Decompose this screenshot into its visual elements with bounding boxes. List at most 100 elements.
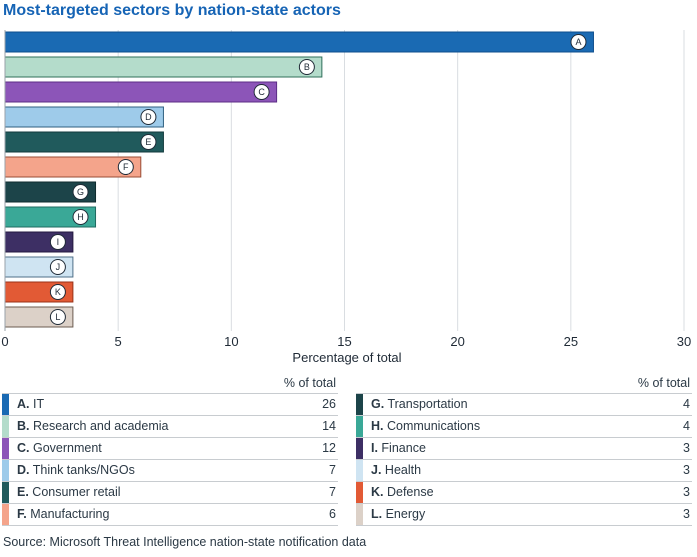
legend-swatch <box>2 416 9 437</box>
bar-marker-label: K <box>55 287 61 297</box>
legend-label: B. Research and academia <box>17 416 168 437</box>
legend-value: 7 <box>329 463 336 477</box>
legend-value: 12 <box>322 441 336 455</box>
bar-marker-label: E <box>145 137 151 147</box>
legend-label: L. Energy <box>371 504 425 525</box>
legend-letter: F. <box>17 507 27 521</box>
legend-row-e: E. Consumer retail 7 <box>2 481 338 503</box>
bar-marker-circle <box>140 134 157 150</box>
legend-header: % of total <box>283 376 336 390</box>
bar-c <box>4 81 278 103</box>
legend-sector-name: Energy <box>382 507 426 521</box>
bar-marker-label: J <box>56 262 61 272</box>
legend-swatch <box>356 416 363 437</box>
legend-sector-name: Think tanks/NGOs <box>29 463 135 477</box>
legend-header: % of total <box>637 376 690 390</box>
legend-swatch <box>356 460 363 481</box>
legend-row-a: A. IT 26 <box>2 393 338 415</box>
chart-title: Most-targeted sectors by nation-state ac… <box>3 2 341 19</box>
legend-sector-name: Finance <box>377 441 426 455</box>
legend-letter: C. <box>17 441 30 455</box>
legend-right-column: % of total G. Transportation 4 H. Communic… <box>356 373 692 526</box>
legend-label: H. Communications <box>371 416 480 437</box>
bar-marker-circle <box>49 309 66 325</box>
legend-sector-name: Communications <box>383 419 481 433</box>
legend-swatch <box>2 460 9 481</box>
legend-swatch <box>356 504 363 525</box>
legend-label: F. Manufacturing <box>17 504 109 525</box>
legend-swatch <box>356 482 363 503</box>
legend-label: K. Defense <box>371 482 434 503</box>
legend-letter: G. <box>371 397 385 411</box>
bar-marker-circle <box>49 234 66 250</box>
legend-letter: L. <box>371 507 383 521</box>
legend-row-d: D. Think tanks/NGOs 7 <box>2 459 338 481</box>
legend-row-c: C. Government 12 <box>2 437 338 459</box>
bar-marker-label: G <box>77 187 84 197</box>
legend-swatch <box>2 438 9 459</box>
bar-marker-label: D <box>145 112 152 122</box>
legend-label: G. Transportation <box>371 394 468 415</box>
legend-value: 4 <box>683 419 690 433</box>
legend-value: 14 <box>322 419 336 433</box>
legend-label: E. Consumer retail <box>17 482 121 503</box>
legend-label: J. Health <box>371 460 421 481</box>
bar-marker-label: H <box>77 212 84 222</box>
legend-swatch <box>2 394 9 415</box>
legend-letter: J. <box>371 463 382 477</box>
legend-value: 3 <box>683 507 690 521</box>
legend-row-l: L. Energy 3 <box>356 503 692 526</box>
legend-sector-name: Defense <box>383 485 434 499</box>
legend-swatch <box>356 394 363 415</box>
legend-label: I. Finance <box>371 438 426 459</box>
legend-row-k: K. Defense 3 <box>356 481 692 503</box>
legend-value: 3 <box>683 485 690 499</box>
x-tick-label: 10 <box>224 334 238 349</box>
legend-letter: E. <box>17 485 29 499</box>
legend-value: 6 <box>329 507 336 521</box>
legend-value: 7 <box>329 485 336 499</box>
legend-row-h: H. Communications 4 <box>356 415 692 437</box>
x-tick-label: 15 <box>337 334 351 349</box>
legend-sector-name: Transportation <box>384 397 468 411</box>
bar-b <box>4 56 323 78</box>
bar-chart: 0 5 10 15 20 25 30 A B C D E F G H I J K L Percentage of to… <box>1 30 691 365</box>
bar-marker-label: F <box>123 162 129 172</box>
bar-marker-circle <box>298 59 315 75</box>
legend-label: A. IT <box>17 394 44 415</box>
legend-row-b: B. Research and academia 14 <box>2 415 338 437</box>
bar-marker-circle <box>49 284 66 300</box>
legend-letter: K. <box>371 485 384 499</box>
bar-marker-circle <box>72 209 89 225</box>
legend-letter: D. <box>17 463 30 477</box>
bar-marker-circle <box>117 159 134 175</box>
x-tick-label: 0 <box>1 334 8 349</box>
bar-e <box>4 131 164 153</box>
legend-value: 26 <box>322 397 336 411</box>
bar-marker-label: A <box>575 37 581 47</box>
bar-marker-circle <box>140 109 157 125</box>
legend-row-f: F. Manufacturing 6 <box>2 503 338 526</box>
legend-row-g: G. Transportation 4 <box>356 393 692 415</box>
x-tick-label: 20 <box>450 334 464 349</box>
legend-row-i: I. Finance 3 <box>356 437 692 459</box>
legend-row-j: J. Health 3 <box>356 459 692 481</box>
legend-sector-name: Consumer retail <box>28 485 121 499</box>
legend-value: 3 <box>683 441 690 455</box>
bar-marker-label: L <box>55 312 60 322</box>
legend-swatch <box>2 504 9 525</box>
x-tick-label: 30 <box>677 334 691 349</box>
legend-swatch <box>2 482 9 503</box>
legend-letter: A. <box>17 397 30 411</box>
legend-sector-name: Health <box>381 463 422 477</box>
legend-sector-name: IT <box>29 397 45 411</box>
bar-a <box>4 31 594 53</box>
legend-letter: B. <box>17 419 30 433</box>
source-note: Source: Microsoft Threat Intelligence na… <box>3 535 367 549</box>
legend-value: 4 <box>683 397 690 411</box>
legend-swatch <box>356 438 363 459</box>
legend-label: D. Think tanks/NGOs <box>17 460 135 481</box>
bar-marker-label: C <box>258 87 265 97</box>
legend-sector-name: Government <box>29 441 102 455</box>
bar-marker-circle <box>570 34 587 50</box>
